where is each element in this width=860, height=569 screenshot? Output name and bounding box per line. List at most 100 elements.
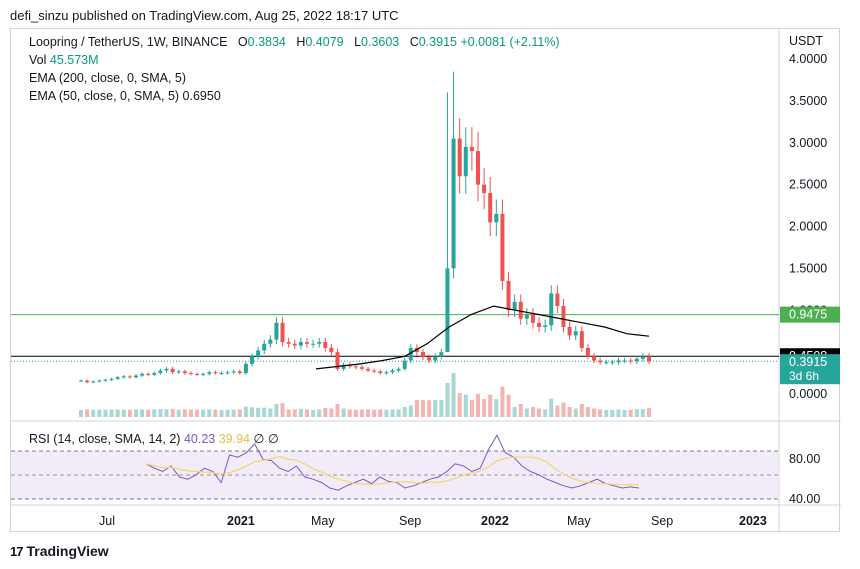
volume-bar	[359, 409, 364, 417]
volume-bar	[488, 394, 493, 417]
volume-bar	[512, 407, 517, 417]
price-tick-label: 3.5000	[789, 94, 827, 108]
time-tick-label: 2022	[481, 514, 509, 528]
candle-body	[146, 373, 151, 375]
candle-body	[182, 371, 187, 374]
volume-bar	[482, 399, 487, 417]
volume-bar	[598, 409, 603, 417]
high-label: H	[296, 35, 306, 49]
candle-body	[634, 358, 639, 362]
volume-bar	[91, 409, 96, 417]
volume-bar	[341, 408, 346, 417]
chart-frame[interactable]: USDT 4.0000 3.5000 3.0000 2.5000 2.0000 1.5000…	[10, 28, 841, 533]
candle-body	[140, 373, 145, 376]
chart-svg[interactable]: USDT 4.0000 3.5000 3.0000 2.5000 2.0000 1.5000…	[11, 29, 841, 533]
candle-body	[176, 371, 181, 373]
candle-body	[91, 381, 96, 383]
rsi-tick-label: 40.00	[789, 492, 820, 506]
candle-body	[219, 373, 224, 375]
candle-body	[640, 356, 645, 359]
volume-bar	[414, 400, 419, 417]
volume-bar	[176, 409, 181, 417]
volume-bar	[292, 409, 297, 417]
volume-bar	[152, 409, 157, 417]
volume-bar	[109, 409, 114, 417]
volume-bar	[133, 409, 138, 417]
volume-bar	[207, 409, 212, 417]
volume-bar	[402, 407, 407, 417]
candle-body	[518, 301, 523, 319]
volume-bar	[647, 408, 651, 417]
candle-body	[103, 379, 108, 381]
time-tick-label: Sep	[651, 514, 673, 528]
rsi-extra-1: ∅	[253, 432, 265, 446]
candle-body	[561, 306, 566, 327]
volume-bar	[622, 410, 627, 417]
volume-bar	[280, 403, 285, 417]
tradingview-brand[interactable]: 17 TradingView	[10, 543, 109, 559]
candle-body	[366, 368, 371, 371]
volume-bar	[127, 409, 132, 417]
volume-bar	[585, 407, 590, 417]
rsi-extra-2: ∅	[267, 432, 279, 446]
volume-legend: Vol 45.573M	[29, 53, 99, 67]
symbol-legend: Loopring / TetherUS, 1W, BINANCE O0.3834…	[29, 35, 560, 49]
time-tick-label: 2021	[227, 514, 255, 528]
volume-bar	[286, 409, 291, 417]
volume-bar	[188, 409, 193, 417]
volume-bar	[384, 409, 389, 417]
candle-body	[488, 193, 493, 223]
volume-bar	[628, 409, 633, 417]
close-value: 0.3915	[418, 35, 457, 49]
candle-body	[298, 342, 303, 346]
countdown-label: 3d 6h	[789, 369, 819, 383]
candle-body	[121, 376, 126, 378]
volume-bar	[506, 394, 511, 417]
volume-bar	[469, 400, 474, 417]
volume-bar	[158, 409, 163, 417]
candle-body	[317, 342, 322, 344]
candle-body	[579, 331, 584, 348]
volume-bar	[170, 408, 175, 417]
candle-body	[188, 373, 193, 375]
candle-body	[85, 380, 90, 383]
candle-body	[457, 138, 462, 177]
volume-bar	[555, 405, 560, 417]
price-tick-label: 2.5000	[789, 178, 827, 192]
volume-bar	[463, 394, 468, 417]
candle-body	[225, 372, 230, 374]
candle-body	[573, 331, 578, 336]
candle-body	[195, 373, 200, 375]
candle-body	[133, 375, 138, 378]
candle-body	[555, 293, 560, 307]
ema50-line	[315, 305, 650, 370]
volume-bar	[115, 409, 120, 417]
volume-bar	[494, 399, 499, 417]
candle-body	[421, 352, 426, 358]
volume-bar	[256, 407, 261, 417]
volume-bar	[103, 409, 108, 417]
volume-bar	[304, 409, 309, 417]
candle-body	[274, 322, 279, 340]
candle-body	[384, 372, 389, 374]
candle-body	[115, 377, 120, 379]
candle-body	[592, 356, 597, 361]
volume-bar	[237, 409, 242, 417]
volume-bar	[640, 409, 645, 417]
volume-bar	[140, 409, 145, 417]
volume-bar	[335, 404, 340, 417]
volume-bar	[500, 386, 505, 417]
brand-name: TradingView	[26, 543, 109, 559]
candle-body	[537, 322, 542, 327]
volume-bar	[329, 408, 334, 417]
candle-body	[335, 352, 340, 369]
volume-bar	[573, 408, 578, 417]
candle-body	[268, 339, 273, 344]
candle-body	[372, 370, 377, 372]
price-tick-label: 0.0000	[789, 387, 827, 401]
low-label: L	[354, 35, 362, 49]
change-value: +0.0081 (+2.11%)	[460, 35, 560, 49]
volume-bar	[262, 407, 267, 417]
candle-body	[286, 342, 291, 344]
rsi-tick-label: 80.00	[789, 452, 820, 466]
